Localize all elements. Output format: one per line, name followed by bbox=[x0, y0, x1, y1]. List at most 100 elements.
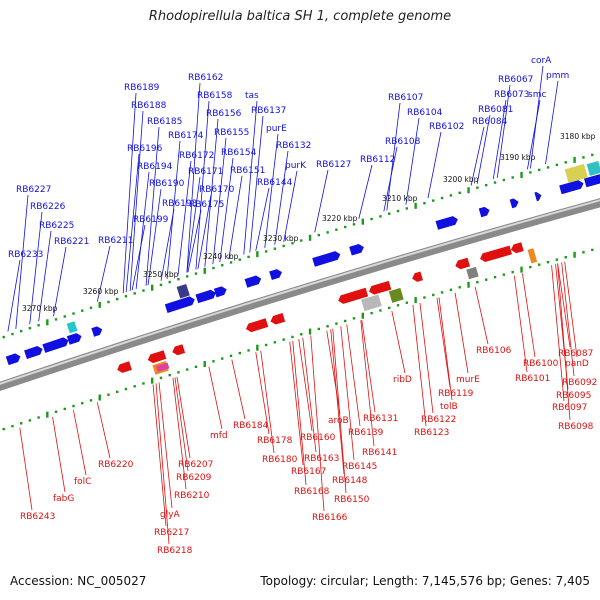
reverse-gene-label-rb6217: RB6217 bbox=[154, 528, 189, 538]
forward-gene-arrow bbox=[478, 206, 490, 218]
leader-line bbox=[386, 102, 401, 211]
reverse-gene-label-rb6141: RB6141 bbox=[362, 448, 397, 458]
forward-gene-label-rb6067: RB6067 bbox=[498, 75, 533, 85]
scale-dot bbox=[81, 402, 84, 405]
scale-dot bbox=[168, 280, 171, 284]
reverse-gene-label-rb6168: RB6168 bbox=[294, 487, 330, 497]
forward-gene-label-rb6190: RB6190 bbox=[149, 179, 185, 189]
leader-line bbox=[160, 208, 175, 281]
leader-line bbox=[174, 377, 189, 472]
scale-dot bbox=[335, 228, 338, 231]
reverse-gene-label-arob: aroB bbox=[328, 416, 349, 426]
reverse-gene-arrow bbox=[245, 318, 269, 333]
forward-gene-label-rb6127: RB6127 bbox=[316, 160, 351, 170]
leader-line bbox=[476, 114, 491, 184]
scale-dot bbox=[221, 264, 224, 267]
scale-dot bbox=[37, 324, 40, 327]
scale-dot bbox=[423, 202, 426, 205]
feature-block bbox=[586, 161, 600, 176]
reverse-gene-label-rb6150: RB6150 bbox=[334, 495, 370, 505]
scale-dot bbox=[142, 382, 145, 385]
scale-dot bbox=[229, 354, 233, 358]
scale-dot bbox=[449, 288, 453, 292]
reverse-gene-label-rb6160: RB6160 bbox=[300, 433, 336, 443]
forward-gene-label-rb6199: RB6199 bbox=[133, 215, 169, 225]
forward-gene-label-rb6107: RB6107 bbox=[388, 93, 423, 103]
reverse-gene-arrow bbox=[270, 313, 286, 325]
forward-gene-label-pure: purE bbox=[266, 124, 287, 134]
scale-tick-label: 3240 kbp bbox=[203, 252, 239, 261]
leader-line bbox=[208, 366, 223, 430]
scale-dot bbox=[414, 202, 417, 209]
scale-tick-label: 3180 kbp bbox=[560, 132, 596, 141]
forward-gene-label-rb6081: RB6081 bbox=[478, 105, 513, 115]
scale-dot bbox=[458, 191, 461, 195]
forward-gene-label-rb6193: RB6193 bbox=[162, 199, 197, 209]
forward-gene-label-rb6155: RB6155 bbox=[214, 128, 249, 138]
leader-line bbox=[52, 416, 66, 493]
scale-dot bbox=[344, 319, 347, 323]
leader-line bbox=[38, 230, 52, 322]
scale-dot bbox=[440, 196, 444, 200]
leader-line bbox=[197, 194, 212, 270]
forward-gene-arrow bbox=[435, 216, 458, 230]
scale-dot bbox=[212, 360, 215, 363]
forward-gene-label-smc: smc bbox=[528, 90, 546, 100]
forward-gene-arrow bbox=[5, 353, 21, 366]
scale-dot bbox=[379, 309, 382, 312]
forward-gene-label-rb6073: RB6073 bbox=[494, 90, 529, 100]
scale-dot bbox=[582, 156, 585, 159]
leader-line bbox=[561, 262, 575, 377]
reverse-gene-label-fabg: fabG bbox=[53, 494, 74, 504]
leader-line bbox=[147, 188, 162, 286]
scale-dot bbox=[124, 295, 128, 298]
forward-gene-arrow bbox=[349, 244, 364, 256]
reverse-gene-label-rb6209: RB6209 bbox=[176, 473, 212, 483]
leader-line bbox=[383, 146, 398, 212]
leader-line bbox=[19, 427, 33, 511]
leader-line bbox=[158, 382, 173, 509]
reverse-gene-arrow bbox=[338, 287, 369, 304]
reverse-gene-label-rb6100: RB6100 bbox=[523, 359, 559, 369]
scale-dot bbox=[582, 251, 585, 254]
reverse-gene-arrow bbox=[368, 280, 392, 295]
scale-dot bbox=[28, 326, 32, 330]
reverse-gene-label-rb6207: RB6207 bbox=[178, 460, 213, 470]
scale-dot bbox=[273, 341, 277, 344]
forward-gene-arrow bbox=[213, 286, 227, 298]
feature-block bbox=[176, 283, 190, 299]
scale-dot bbox=[573, 251, 576, 258]
reverse-gene-label-rb6139: RB6139 bbox=[348, 428, 384, 438]
scale-dot bbox=[388, 306, 391, 310]
reverse-gene-label-rb6101: RB6101 bbox=[515, 374, 550, 384]
scale-dot bbox=[54, 318, 58, 321]
leader-line bbox=[187, 209, 202, 273]
scale-dot bbox=[28, 419, 32, 422]
reverse-gene-label-tolb: tolB bbox=[440, 402, 458, 412]
scale-dot bbox=[212, 266, 215, 270]
leader-line bbox=[513, 275, 528, 373]
leader-line bbox=[474, 286, 489, 345]
reverse-gene-label-rb6145: RB6145 bbox=[342, 462, 377, 472]
scale-dot bbox=[538, 168, 541, 172]
reverse-gene-label-rb6210: RB6210 bbox=[174, 491, 210, 501]
reverse-gene-arrow bbox=[510, 242, 524, 254]
leader-line bbox=[298, 338, 313, 432]
forward-gene-label-rb6154: RB6154 bbox=[221, 148, 257, 158]
forward-gene-label-tas: tas bbox=[245, 91, 259, 101]
scale-dot bbox=[238, 351, 241, 355]
leader-line bbox=[249, 115, 264, 253]
map-title: Rhodopirellula baltica SH 1, complete ge… bbox=[148, 9, 452, 24]
scale-dot bbox=[529, 265, 532, 269]
forward-gene-label-rb6227: RB6227 bbox=[16, 185, 51, 195]
leader-line bbox=[405, 117, 420, 205]
feature-block bbox=[564, 163, 588, 183]
reverse-gene-label-rb6123: RB6123 bbox=[414, 428, 449, 438]
leader-line bbox=[551, 265, 565, 402]
reverse-gene-label-rb6106: RB6106 bbox=[476, 346, 512, 356]
reverse-gene-arrow bbox=[172, 344, 186, 356]
scale-dot bbox=[150, 284, 154, 291]
leader-line bbox=[155, 383, 170, 545]
leader-line bbox=[326, 330, 341, 415]
